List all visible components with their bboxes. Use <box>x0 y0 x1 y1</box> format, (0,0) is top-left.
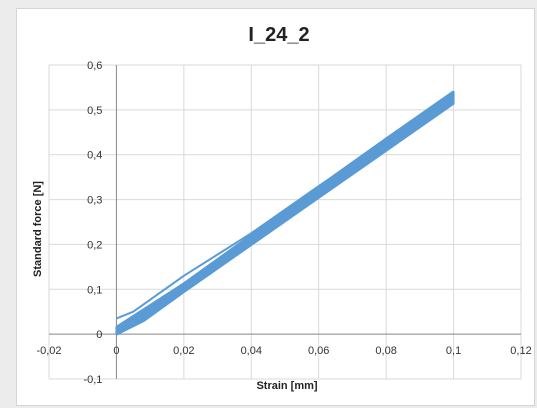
x-tick-label: 0,04 <box>241 345 262 357</box>
y-tick-label: 0,5 <box>87 105 102 117</box>
series-line <box>116 93 455 320</box>
x-tick-label: 0,08 <box>375 345 396 357</box>
x-tick-label: 0,1 <box>446 345 461 357</box>
y-tick-label: 0,6 <box>87 60 102 72</box>
y-tick-label: 0,4 <box>87 150 102 162</box>
chart-frame: I_24_2 -0,02 0 0,02 0,04 0,06 0,08 0,1 0,12 -0,1… <box>16 8 535 406</box>
x-tick-label: 0,06 <box>308 345 329 357</box>
series-layer <box>115 90 455 336</box>
y-tick-label: 0 <box>96 329 102 341</box>
series-line <box>115 95 455 332</box>
series-line <box>115 101 455 336</box>
grid-layer <box>48 64 522 380</box>
chart-title: I_24_2 <box>248 24 309 46</box>
x-tick-label: 0,12 <box>510 345 531 357</box>
x-axis-title: Strain [mm] <box>256 380 317 392</box>
y-tick-label: -0,1 <box>83 374 102 386</box>
chart-svg: I_24_2 -0,02 0 0,02 0,04 0,06 0,08 0,1 0,12 -0,1… <box>32 24 532 392</box>
y-tick-label: 0,3 <box>87 195 102 207</box>
y-axis-title: Standard force [N] <box>32 181 44 277</box>
x-tick-label: 0,02 <box>173 345 194 357</box>
y-tick-label: 0,2 <box>87 239 102 251</box>
x-tick-label: 0 <box>113 345 119 357</box>
series-line <box>115 90 455 329</box>
ticks-layer: -0,02 0 0,02 0,04 0,06 0,08 0,1 0,12 -0,1 0 0,1 0,2… <box>36 60 531 386</box>
y-tick-label: 0,1 <box>87 284 102 296</box>
x-tick-label: -0,02 <box>36 345 61 357</box>
